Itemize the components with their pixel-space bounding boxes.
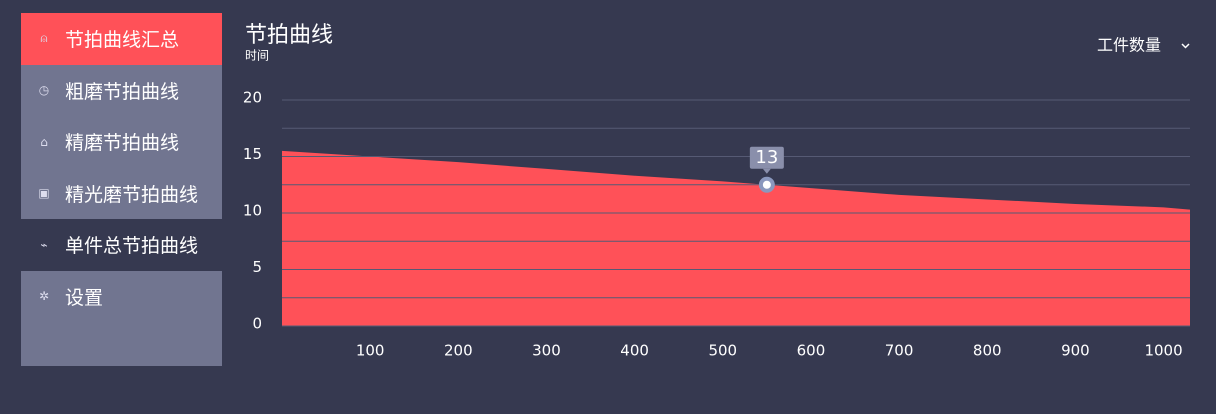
y-tick-label: 20: [243, 89, 262, 107]
x-tick-label: 400: [620, 342, 649, 360]
chart-title: 节拍曲线: [245, 23, 333, 48]
dropdown[interactable]: 工件数量: [1097, 36, 1190, 55]
y-axis-label: 时间: [245, 49, 269, 63]
menu-label: 设置: [65, 286, 104, 309]
dropdown-arrow: [1181, 43, 1190, 49]
menu-item[interactable]: ⍝ 节拍曲线汇总: [21, 13, 222, 65]
area: [282, 150, 1190, 326]
x-tick-label: 600: [797, 342, 826, 360]
y-tick-label: 15: [243, 145, 262, 163]
x-tick-label: 500: [708, 342, 737, 360]
x-tick-label: 900: [1061, 342, 1090, 360]
menu-item[interactable]: ⌂ 精磨节拍曲线: [21, 116, 222, 168]
x-tick-label: 300: [532, 342, 561, 360]
tooltip-label: 13: [755, 147, 778, 168]
x-tick-label: 1000: [1144, 342, 1182, 360]
y-tick-label: 5: [252, 258, 262, 276]
menu-label: 精磨节拍曲线: [65, 132, 180, 155]
menu-item[interactable]: ⌁ 单件总节拍曲线: [21, 219, 222, 271]
y-tick-label: 10: [243, 202, 262, 220]
x-tick-label: 200: [444, 342, 473, 360]
menu-label: 节拍曲线汇总: [65, 29, 180, 52]
x-tick-label: 700: [885, 342, 914, 360]
tooltip-pointer: [762, 168, 771, 174]
tooltip-box: [749, 146, 784, 169]
x-tick-label: 800: [973, 342, 1002, 360]
menu-label: 精光磨节拍曲线: [65, 183, 199, 206]
dropdown-label: 工件数量: [1097, 36, 1161, 55]
marker-point: [758, 176, 775, 193]
menu-item[interactable]: ◷ 粗磨节拍曲线: [21, 65, 222, 117]
menu-label: 粗磨节拍曲线: [65, 80, 180, 103]
x-tick-label: 100: [356, 342, 385, 360]
sidebar: ⍝ 节拍曲线汇总 ◷ 粗磨节拍曲线 ⌂ 精磨节拍曲线 ▣ 精光磨节拍曲线 ⌁ 单件总节拍曲…: [21, 13, 222, 366]
menu-item[interactable]: ▣ 精光磨节拍曲线: [21, 168, 222, 220]
menu-item[interactable]: ✲ 设置: [21, 271, 222, 323]
menu-label: 单件总节拍曲线: [65, 235, 199, 258]
y-tick-label: 0: [252, 315, 262, 333]
